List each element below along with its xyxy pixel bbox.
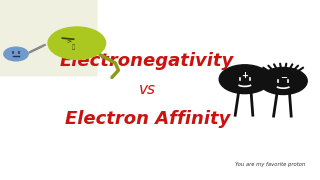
FancyBboxPatch shape [0, 0, 98, 76]
Text: >: > [66, 39, 71, 44]
Circle shape [48, 27, 106, 59]
Text: +: + [241, 71, 248, 80]
Text: −: − [280, 73, 287, 82]
Circle shape [259, 68, 307, 94]
Text: Electronegativity: Electronegativity [60, 52, 234, 70]
Text: Electron Affinity: Electron Affinity [65, 110, 230, 128]
Text: ⌒: ⌒ [72, 45, 75, 51]
Text: You are my favorite proton: You are my favorite proton [235, 162, 306, 167]
Circle shape [4, 47, 28, 61]
Circle shape [219, 65, 270, 94]
Text: vs: vs [139, 82, 156, 98]
